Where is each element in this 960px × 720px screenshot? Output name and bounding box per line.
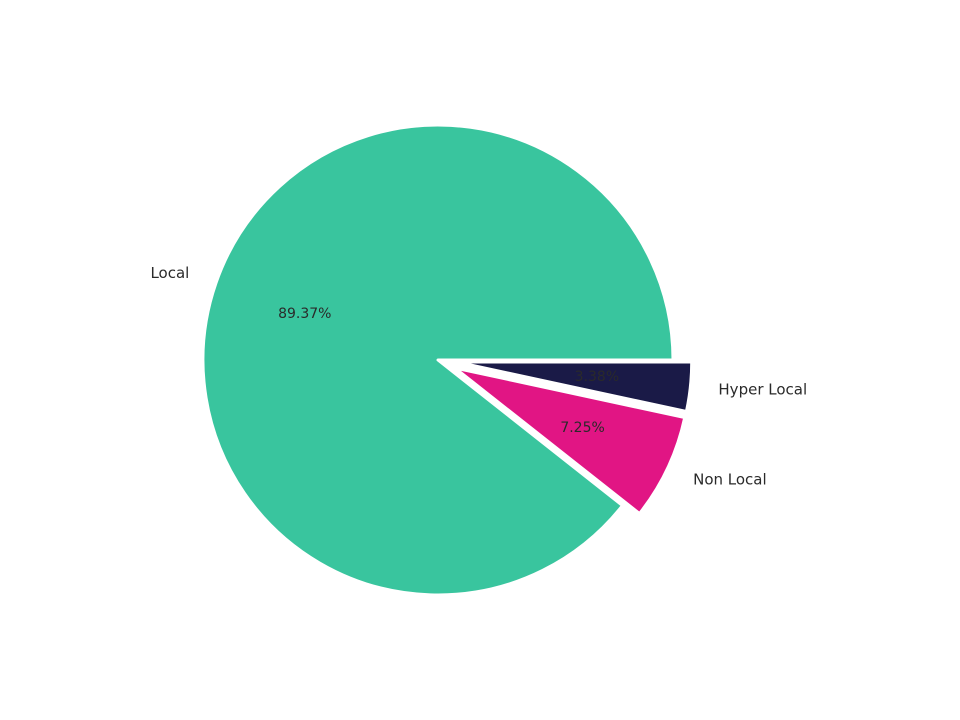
pie-pct-hyper-local: 3.38% bbox=[575, 369, 619, 385]
pie-pct-local: 89.37% bbox=[278, 306, 331, 322]
pie-label-local: Local bbox=[150, 264, 189, 282]
pie-label-hyper-local: Hyper Local bbox=[718, 380, 807, 398]
pie-label-non-local: Non Local bbox=[693, 471, 767, 489]
pie-slice-local bbox=[203, 125, 673, 595]
pie-chart: 89.37% Local 7.25% Non Local 3.38% Hyper Loca… bbox=[0, 0, 960, 720]
pie-pct-non-local: 7.25% bbox=[560, 420, 604, 436]
